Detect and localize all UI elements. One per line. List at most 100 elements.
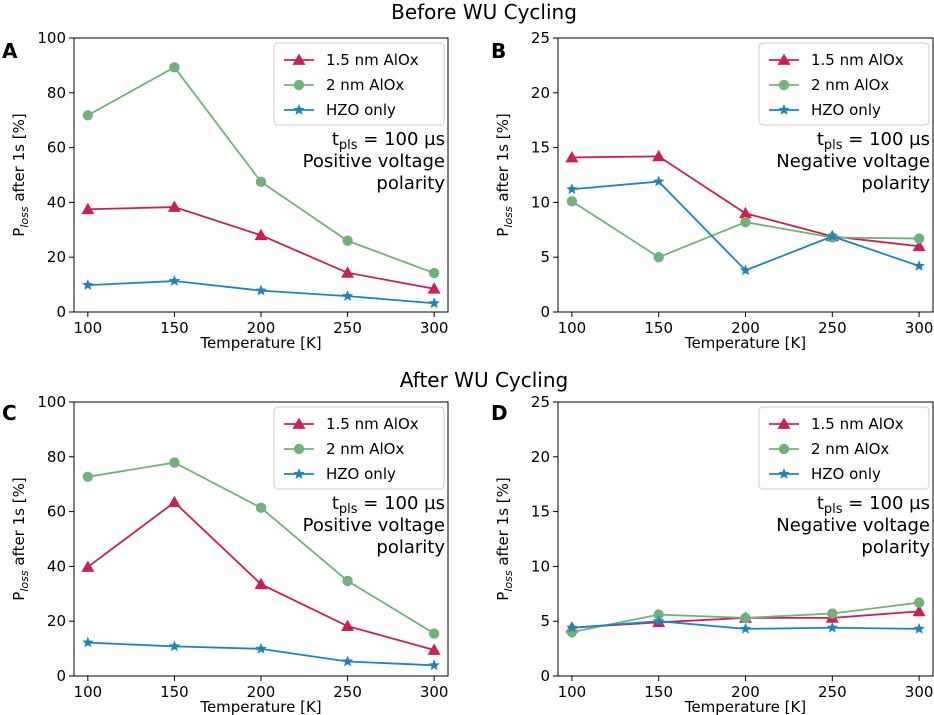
data-point [912, 239, 926, 252]
data-point [565, 150, 579, 163]
data-point [82, 279, 94, 290]
legend-label: 2 nm AlOx [326, 76, 404, 94]
data-point [167, 495, 181, 508]
data-point [82, 636, 94, 648]
y-axis-label-rest: after 1s [%] [10, 477, 28, 570]
annotation-polarity: Negative voltage [776, 151, 930, 172]
legend-label: 2 nm AlOx [811, 440, 889, 458]
y-tick-label: 5 [540, 248, 550, 266]
y-axis-label-main: P [10, 228, 28, 237]
legend-label: 2 nm AlOx [326, 440, 404, 458]
y-axis-label-rest: after 1s [%] [494, 113, 512, 206]
legend-marker [293, 79, 305, 91]
data-point [566, 183, 578, 195]
legend-label: HZO only [811, 465, 881, 483]
data-point [913, 597, 925, 608]
y-tick-label: 80 [47, 84, 66, 102]
chart-panel-d: D 0 5 10 15 20 25 100 150 200 250 300 Temperature [K… [491, 393, 934, 715]
annotation-polarity: Positive voltage [303, 151, 445, 172]
x-tick-label: 100 [558, 683, 587, 701]
data-point [428, 628, 440, 639]
legend-marker [778, 79, 790, 91]
data-point [913, 233, 925, 244]
legend-marker [293, 104, 305, 115]
y-tick-label: 20 [47, 612, 66, 630]
y-axis-label-main: P [494, 228, 512, 237]
annotation-polarity-word: polarity [861, 173, 930, 194]
annotation-polarity-word: polarity [376, 537, 445, 558]
data-point [652, 149, 666, 162]
data-point [168, 640, 181, 652]
legend-marker [292, 417, 306, 429]
annotation-t: t [332, 129, 339, 150]
data-point [739, 206, 752, 219]
x-axis-label: Temperature [K] [684, 334, 806, 352]
panel-label: B [491, 39, 506, 63]
data-point [653, 609, 664, 620]
panel-label: C [2, 401, 17, 425]
data-point [81, 560, 95, 572]
legend-marker [293, 443, 305, 455]
y-axis-label-sub: loss [502, 570, 515, 592]
data-point [341, 266, 355, 278]
x-tick-label: 150 [644, 319, 673, 337]
data-point [255, 642, 267, 654]
x-tick-label: 100 [558, 319, 587, 337]
y-axis-label: Ploss after 1s [%] [494, 113, 515, 236]
data-point [341, 619, 355, 632]
data-point [740, 612, 751, 624]
data-point [81, 202, 95, 215]
data-point [341, 655, 354, 667]
x-tick-label: 100 [74, 683, 103, 701]
y-tick-label: 10 [531, 193, 550, 211]
y-axis-label-sub: loss [502, 206, 515, 228]
data-point [255, 176, 267, 188]
data-point [739, 622, 752, 634]
legend-marker [777, 417, 791, 429]
y-tick-label: 100 [37, 393, 66, 411]
y-tick-label: 15 [531, 139, 550, 157]
x-tick-label: 200 [247, 683, 276, 701]
data-point [427, 282, 441, 294]
x-tick-label: 100 [74, 319, 103, 337]
legend [273, 406, 445, 490]
x-tick-label: 300 [420, 683, 449, 701]
legend-label: HZO only [326, 465, 396, 483]
data-point [255, 502, 267, 513]
annotation-polarity: Positive voltage [303, 515, 445, 536]
data-point [827, 608, 838, 619]
data-point [427, 643, 441, 655]
y-axis-label-rest: after 1s [%] [494, 477, 512, 570]
y-axis-label-main: P [494, 592, 512, 601]
x-tick-label: 250 [818, 683, 847, 701]
chart-panel-b: B 0 5 10 15 20 25 100 150 200 250 300 Temperature [K… [491, 29, 934, 352]
data-point [826, 621, 839, 633]
data-point [254, 228, 268, 241]
legend [758, 42, 930, 126]
panel-label: A [2, 39, 18, 63]
annotation-pulse-width: tpls = 100 µs [817, 493, 930, 517]
legend [758, 406, 930, 490]
panel-label: D [491, 401, 508, 425]
x-tick-label: 250 [818, 319, 847, 337]
y-tick-label: 20 [47, 248, 66, 266]
annotation-t-rest: = 100 µs [358, 493, 445, 514]
y-tick-label: 60 [47, 503, 66, 521]
x-tick-label: 150 [160, 683, 189, 701]
annotation-pulse-width: tpls = 100 µs [817, 129, 930, 153]
x-tick-label: 300 [905, 319, 934, 337]
data-point [341, 290, 354, 301]
data-point [913, 259, 925, 271]
section-title-before: Before WU Cycling [391, 0, 577, 24]
legend [273, 42, 445, 126]
x-tick-label: 300 [905, 683, 934, 701]
annotation-t-rest: = 100 µs [358, 129, 445, 150]
annotation-t-sub: pls [339, 502, 358, 517]
data-point [428, 659, 440, 671]
data-point [826, 230, 839, 242]
y-tick-label: 100 [37, 29, 66, 47]
data-point [653, 252, 664, 263]
data-point [342, 235, 353, 246]
data-point [342, 575, 353, 587]
series-line-0 [87, 206, 435, 290]
